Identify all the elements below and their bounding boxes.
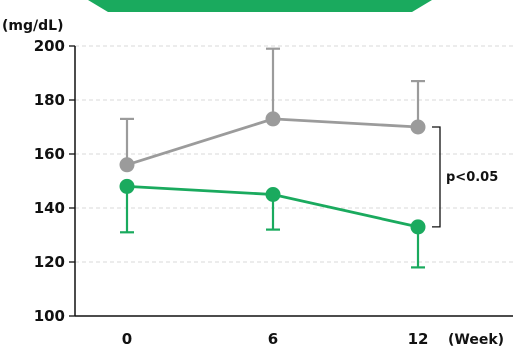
y-tick-label-140: 140	[34, 199, 65, 217]
data-point-0-0	[119, 157, 135, 173]
data-point-0-2	[410, 119, 426, 135]
x-tick-labels: 0 6 12	[122, 330, 429, 347]
series-0	[119, 47, 426, 173]
data-point-1-1	[265, 187, 281, 202]
axes	[69, 45, 513, 317]
bracket-line	[432, 126, 441, 228]
data-point-0-1	[265, 111, 281, 127]
data-point-1-2	[410, 219, 426, 235]
y-tick-label-180: 180	[34, 91, 65, 109]
x-tick-label-0: 0	[122, 330, 132, 347]
data-point-1-0	[119, 178, 135, 194]
x-axis-unit-label: (Week)	[448, 332, 504, 347]
x-tick-label-6: 6	[268, 330, 278, 347]
y-tick-label-120: 120	[34, 253, 65, 271]
series-layer	[119, 47, 426, 269]
y-tick-label-100: 100	[34, 307, 65, 325]
title-banner	[88, 0, 432, 12]
series-1	[119, 178, 426, 269]
p-value-label: p<0.05	[446, 170, 498, 185]
y-tick-labels: 100 120 140 160 180 200	[34, 37, 65, 325]
y-tick-label-160: 160	[34, 145, 65, 163]
x-tick-label-12: 12	[408, 330, 429, 347]
significance-bracket: p<0.05	[432, 126, 498, 228]
y-tick-label-200: 200	[34, 37, 65, 55]
grid-lines	[75, 45, 513, 263]
y-axis-unit-label: (mg/dL)	[2, 18, 63, 34]
